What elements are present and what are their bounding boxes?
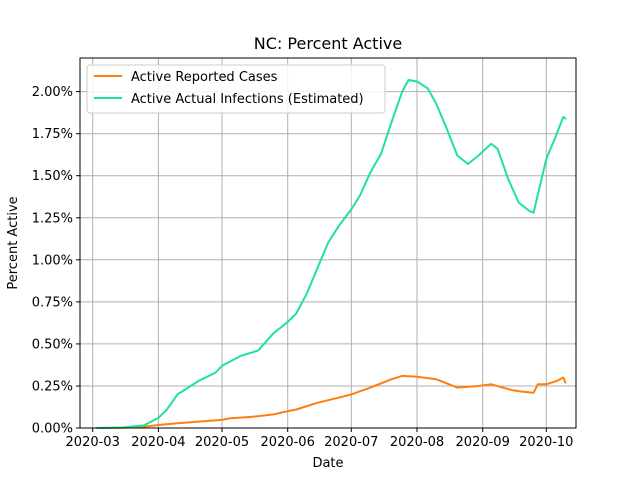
plot-area-frame [79, 57, 577, 429]
y-tick-label: 0.50% [32, 337, 73, 352]
x-tick-label: 2020-08 [390, 435, 444, 450]
x-tick-label: 2020-07 [324, 435, 378, 450]
series-lines [96, 78, 567, 429]
legend: Active Reported Cases Active Actual Infe… [86, 64, 386, 114]
y-axis-title: Percent Active [6, 196, 21, 289]
y-tick-label: 0.00% [32, 422, 73, 437]
series-line-0 [96, 374, 567, 429]
series-line-1 [96, 78, 567, 429]
x-tick-label: 2020-09 [456, 435, 510, 450]
x-axis-title: Date [312, 456, 343, 471]
y-tick-label: 1.50% [32, 169, 73, 184]
legend-label-reported-cases: Active Reported Cases [131, 70, 278, 85]
y-axis: 0.00% 0.25% 0.50% 0.75% 1.00% 1.25% 1.50% 1.75%… [32, 85, 80, 437]
y-tick-label: 0.75% [32, 295, 73, 310]
y-tick-label: 1.75% [32, 127, 73, 142]
x-tick-label: 2020-04 [131, 435, 185, 450]
x-tick-label: 2020-05 [195, 435, 249, 450]
y-tick-label: 0.25% [32, 380, 73, 395]
legend-frame [86, 64, 386, 114]
x-axis: 2020-03 2020-04 2020-05 2020-06 2020-07 2020-… [66, 428, 573, 450]
x-tick-label: 2020-06 [261, 435, 315, 450]
y-tick-label: 1.25% [32, 211, 73, 226]
legend-label-actual-infections: Active Actual Infections (Estimated) [131, 92, 364, 107]
chart-title: NC: Percent Active [254, 34, 402, 53]
y-tick-label: 1.00% [32, 253, 73, 268]
y-tick-label: 2.00% [32, 85, 73, 100]
x-tick-label: 2020-10 [519, 435, 573, 450]
x-tick-label: 2020-03 [66, 435, 120, 450]
